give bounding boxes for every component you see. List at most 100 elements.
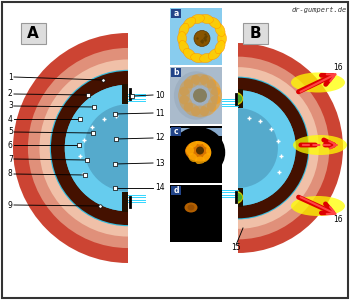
Ellipse shape bbox=[185, 140, 215, 161]
Bar bbox=[170, 67, 222, 124]
Text: 8: 8 bbox=[8, 169, 13, 178]
Text: a: a bbox=[173, 9, 178, 18]
Wedge shape bbox=[238, 67, 319, 229]
Text: 13: 13 bbox=[155, 158, 164, 167]
Text: 1: 1 bbox=[8, 73, 13, 82]
Text: 11: 11 bbox=[155, 109, 164, 118]
Wedge shape bbox=[238, 57, 329, 239]
Ellipse shape bbox=[207, 79, 221, 96]
Bar bbox=[171, 186, 181, 195]
Ellipse shape bbox=[179, 79, 193, 96]
Ellipse shape bbox=[199, 75, 216, 88]
Ellipse shape bbox=[199, 103, 216, 116]
Ellipse shape bbox=[184, 75, 200, 88]
Bar bbox=[170, 128, 222, 136]
Text: 2: 2 bbox=[8, 89, 13, 98]
Bar bbox=[170, 67, 222, 124]
Ellipse shape bbox=[230, 94, 242, 104]
Bar bbox=[229, 188, 243, 207]
Text: d: d bbox=[173, 186, 179, 195]
Text: dr-gumpert.de: dr-gumpert.de bbox=[292, 7, 347, 13]
Wedge shape bbox=[50, 70, 128, 226]
Wedge shape bbox=[65, 85, 128, 211]
Ellipse shape bbox=[194, 31, 210, 46]
Text: b: b bbox=[173, 68, 179, 77]
Text: 16: 16 bbox=[333, 215, 343, 224]
Wedge shape bbox=[84, 104, 128, 192]
Text: 6: 6 bbox=[8, 140, 13, 149]
Ellipse shape bbox=[191, 106, 209, 118]
Bar bbox=[122, 84, 138, 104]
Ellipse shape bbox=[228, 192, 232, 195]
Ellipse shape bbox=[203, 153, 212, 162]
Ellipse shape bbox=[193, 88, 207, 103]
Bar bbox=[171, 127, 181, 136]
Ellipse shape bbox=[195, 136, 205, 145]
Text: 15: 15 bbox=[231, 244, 241, 253]
Ellipse shape bbox=[222, 91, 243, 106]
Text: B: B bbox=[249, 26, 261, 40]
Text: 4: 4 bbox=[8, 115, 13, 124]
Text: 7: 7 bbox=[8, 154, 13, 164]
Text: 3: 3 bbox=[8, 101, 13, 110]
Bar bbox=[229, 89, 243, 108]
Ellipse shape bbox=[206, 146, 214, 155]
Wedge shape bbox=[238, 76, 309, 219]
Wedge shape bbox=[28, 48, 128, 248]
Text: 16: 16 bbox=[333, 62, 343, 71]
Ellipse shape bbox=[188, 153, 197, 162]
Wedge shape bbox=[238, 43, 343, 253]
Ellipse shape bbox=[179, 95, 193, 112]
Bar bbox=[122, 192, 138, 212]
Wedge shape bbox=[40, 59, 128, 236]
Ellipse shape bbox=[174, 71, 218, 120]
Ellipse shape bbox=[188, 139, 197, 148]
Bar bbox=[170, 185, 222, 242]
Ellipse shape bbox=[178, 86, 190, 104]
Text: 14: 14 bbox=[155, 184, 164, 193]
Text: 12: 12 bbox=[155, 134, 164, 142]
Ellipse shape bbox=[197, 119, 220, 177]
Wedge shape bbox=[51, 71, 128, 225]
FancyBboxPatch shape bbox=[243, 22, 267, 44]
Bar bbox=[171, 68, 181, 77]
Ellipse shape bbox=[199, 14, 213, 24]
Ellipse shape bbox=[208, 49, 220, 60]
Ellipse shape bbox=[199, 53, 213, 63]
FancyBboxPatch shape bbox=[21, 22, 46, 44]
Text: c: c bbox=[174, 127, 178, 136]
Ellipse shape bbox=[291, 196, 345, 216]
Ellipse shape bbox=[184, 103, 200, 116]
Ellipse shape bbox=[148, 116, 173, 180]
Ellipse shape bbox=[177, 32, 187, 46]
Bar bbox=[170, 126, 222, 183]
Ellipse shape bbox=[207, 95, 221, 112]
Wedge shape bbox=[13, 33, 128, 263]
Ellipse shape bbox=[195, 157, 205, 164]
Ellipse shape bbox=[191, 74, 209, 86]
Ellipse shape bbox=[293, 135, 347, 155]
Ellipse shape bbox=[291, 73, 345, 92]
Ellipse shape bbox=[186, 146, 194, 155]
Ellipse shape bbox=[203, 139, 212, 148]
Ellipse shape bbox=[228, 93, 232, 96]
Ellipse shape bbox=[179, 40, 189, 54]
Text: A: A bbox=[27, 26, 39, 40]
Ellipse shape bbox=[222, 190, 243, 205]
Ellipse shape bbox=[191, 53, 204, 63]
Ellipse shape bbox=[183, 49, 196, 60]
Text: 9: 9 bbox=[8, 200, 13, 209]
Bar bbox=[171, 9, 181, 18]
Ellipse shape bbox=[217, 32, 226, 46]
Ellipse shape bbox=[215, 23, 225, 36]
Text: 10: 10 bbox=[155, 91, 164, 100]
Wedge shape bbox=[238, 108, 278, 188]
Wedge shape bbox=[238, 90, 296, 206]
Ellipse shape bbox=[208, 17, 220, 28]
Bar bbox=[170, 8, 222, 65]
Ellipse shape bbox=[184, 202, 197, 212]
Ellipse shape bbox=[191, 14, 204, 24]
Ellipse shape bbox=[210, 86, 222, 104]
Ellipse shape bbox=[196, 146, 204, 154]
Wedge shape bbox=[238, 78, 308, 218]
